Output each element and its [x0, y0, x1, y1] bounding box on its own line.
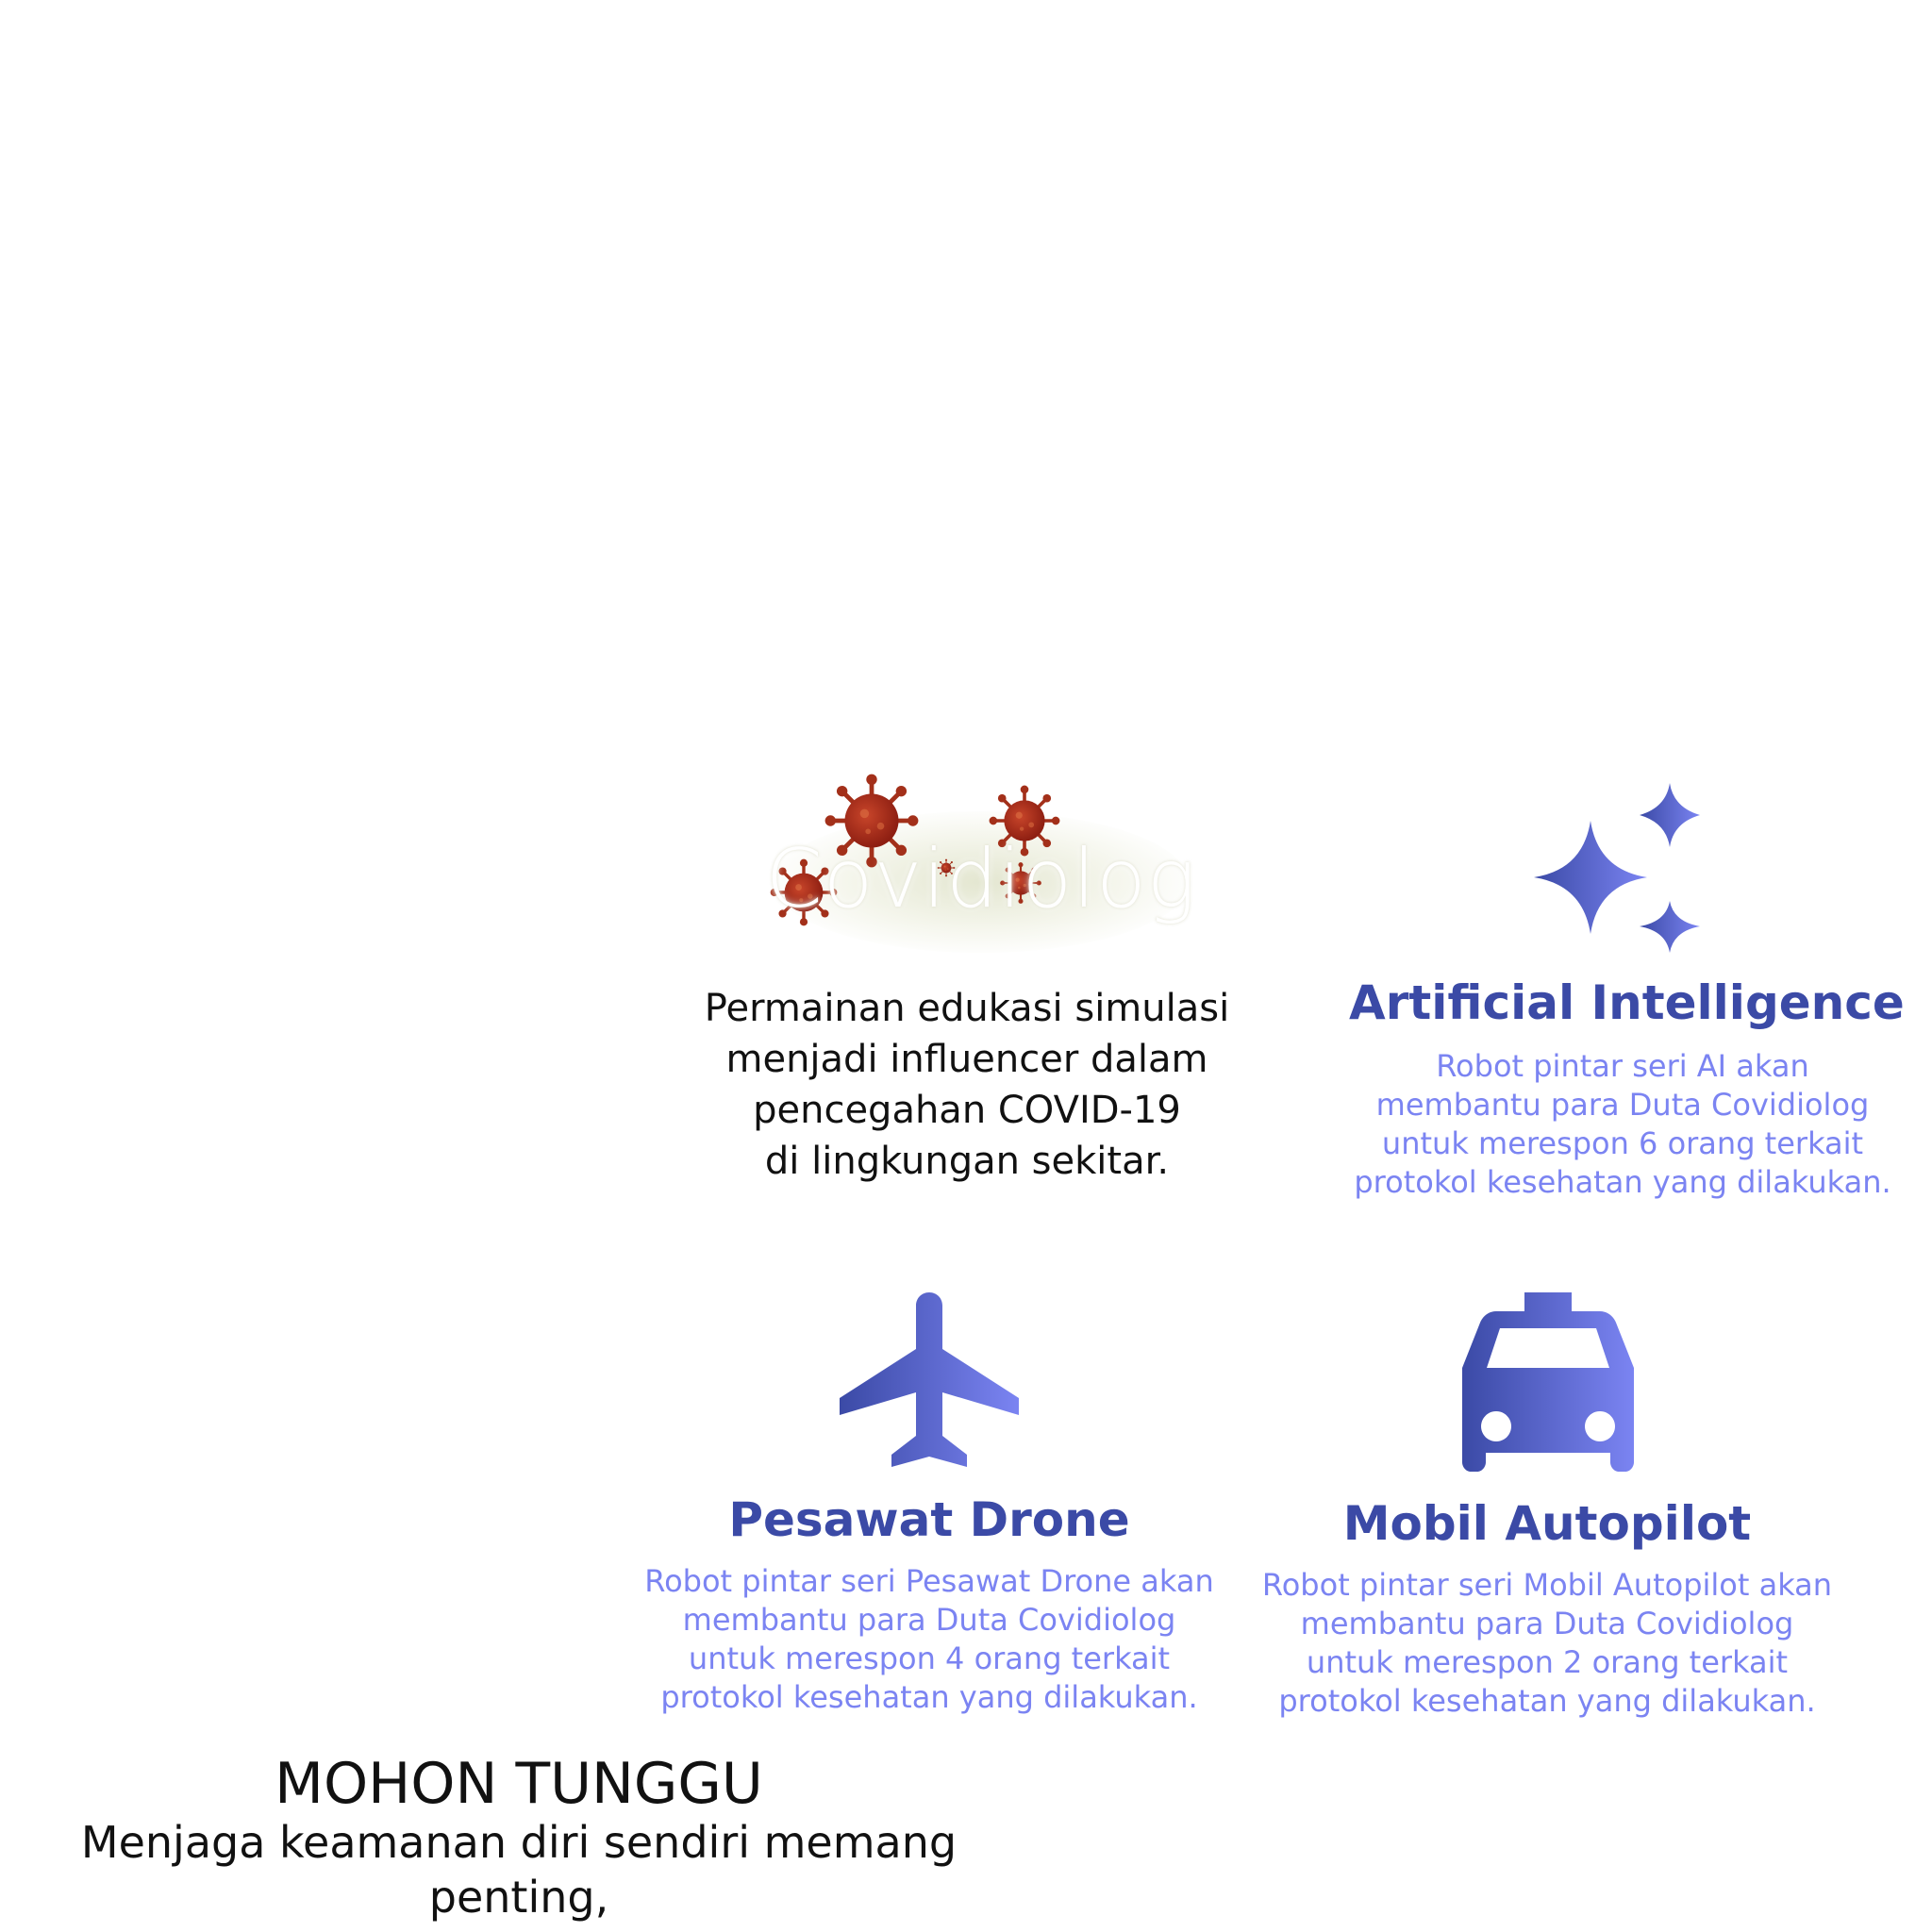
- feature-ai-title: Artificial Intelligence: [1349, 975, 1905, 1030]
- airplane-icon: [840, 1292, 1019, 1467]
- loading-message: Menjaga keamanan diri sendiri memang pen…: [43, 1817, 994, 1932]
- feature-ai: Artificial Intelligence Robot pintar ser…: [1349, 774, 1905, 1217]
- loading-title: MOHON TUNGGU: [275, 1751, 763, 1817]
- feature-drone-title: Pesawat Drone: [728, 1492, 1130, 1547]
- logo-glow: [774, 811, 1189, 953]
- feature-car-description: Robot pintar seri Mobil Autopilot akan m…: [1261, 1567, 1833, 1719]
- covidiolog-logo: Covidiolog: [755, 774, 1208, 962]
- sparkles-icon: [1534, 783, 1700, 953]
- feature-car: Mobil Autopilot Robot pintar seri Mobil …: [1255, 1283, 1840, 1726]
- feature-ai-description: Robot pintar seri AI akan membantu para …: [1354, 1048, 1891, 1200]
- feature-drone-description: Robot pintar seri Pesawat Drone akan mem…: [644, 1563, 1214, 1715]
- tagline: Permainan edukasi simulasi menjadi influ…: [704, 987, 1230, 1183]
- feature-drone: Pesawat Drone Robot pintar seri Pesawat …: [641, 1283, 1217, 1726]
- feature-car-title: Mobil Autopilot: [1342, 1496, 1752, 1551]
- taxi-icon: [1462, 1292, 1634, 1472]
- logo-text: Covidiolog: [765, 832, 1197, 926]
